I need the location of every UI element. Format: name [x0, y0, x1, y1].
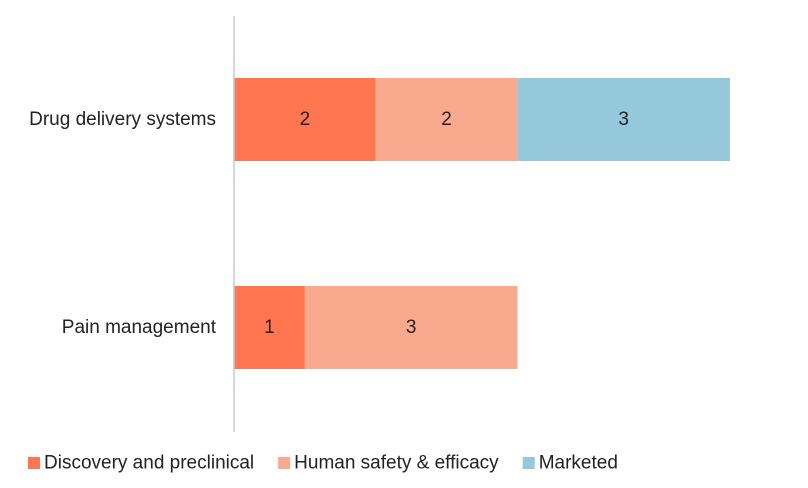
- category-labels-group: Drug delivery systems Pain management: [29, 109, 217, 338]
- legend: Discovery and preclinical Human safety & …: [28, 453, 618, 474]
- bar-pain-management-human-safety-and-efficacy: [304, 286, 518, 369]
- bar-drug-delivery-systems-marketed: [517, 78, 730, 161]
- bar-value-label: 3: [618, 109, 629, 130]
- bar-drug-delivery-systems-discovery-and-preclinical: [234, 78, 376, 161]
- bar-pain-management-discovery-and-preclinical: [234, 286, 305, 369]
- legend-item-marketed: Marketed: [522, 453, 618, 474]
- legend-swatch: [278, 457, 291, 469]
- legend-label: Discovery and preclinical: [44, 453, 254, 474]
- category-label-drug-delivery-systems: Drug delivery systems: [29, 109, 216, 130]
- bar-value-label: 3: [406, 317, 417, 338]
- legend-label: Human safety & efficacy: [294, 453, 499, 474]
- legend-item-discovery-and-preclinical: Discovery and preclinical: [28, 453, 254, 474]
- legend-swatch: [522, 457, 535, 469]
- legend-swatch: [28, 457, 40, 469]
- bars-group: [234, 78, 730, 369]
- bar-value-label: 1: [264, 317, 275, 338]
- category-label-pain-management: Pain management: [62, 317, 217, 338]
- bar-drug-delivery-systems-human-safety-and-efficacy: [375, 78, 518, 161]
- legend-label: Marketed: [539, 453, 618, 474]
- bar-labels-group: 2 2 3 1 3: [264, 109, 629, 338]
- bar-value-label: 2: [300, 109, 311, 130]
- legend-item-human-safety-and-efficacy: Human safety & efficacy: [278, 453, 499, 474]
- bar-value-label: 2: [441, 109, 452, 130]
